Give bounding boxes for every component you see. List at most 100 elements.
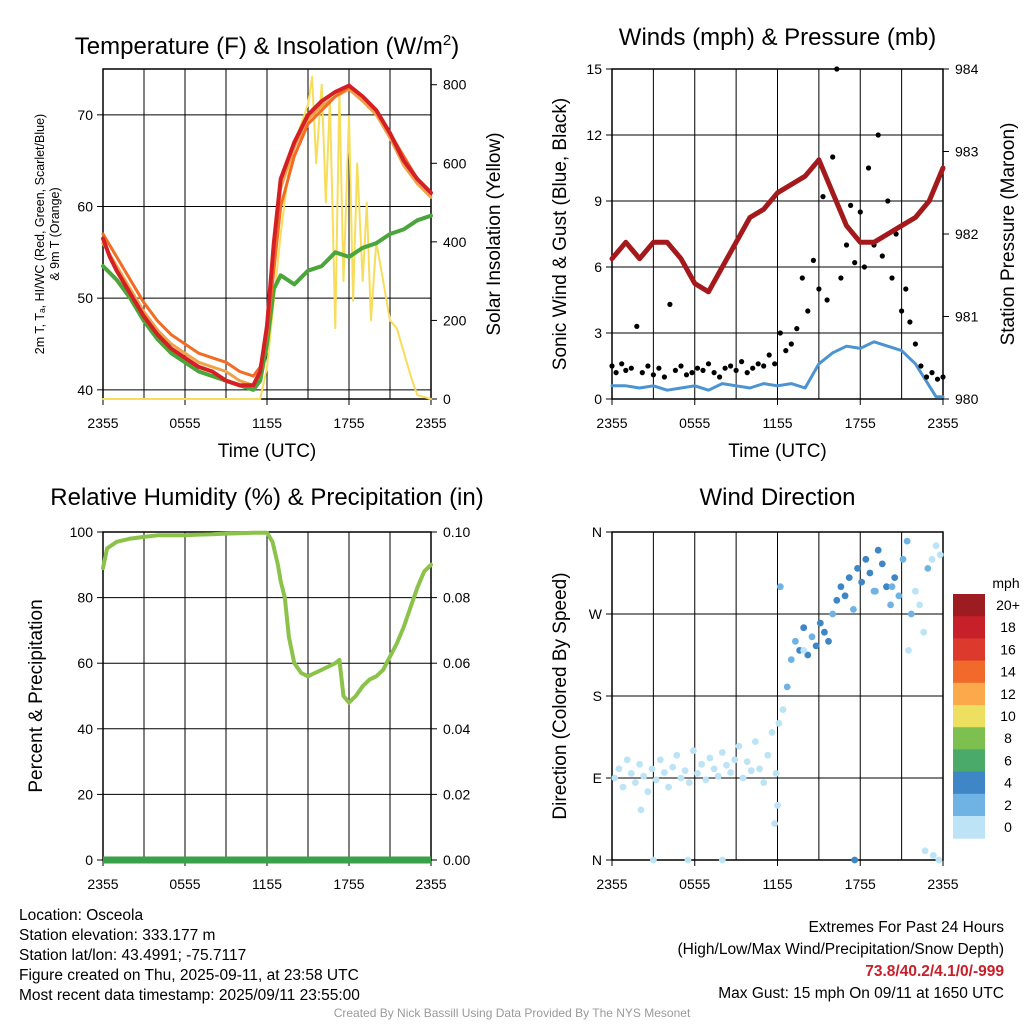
speed-legend: mph 20+ 18 16 14 12 10 8 6 4 2 0 — [953, 575, 1020, 839]
y-tick-label: S — [593, 688, 602, 704]
plot-frame — [611, 531, 944, 861]
gust-point — [678, 363, 684, 369]
wind-direction-point — [816, 619, 824, 627]
y-axis-label: Direction (Colored By Speed) — [550, 572, 571, 819]
x-tick-label: 0555 — [169, 415, 200, 431]
wind-direction-point — [866, 569, 874, 577]
wind-direction-point — [727, 769, 734, 776]
wind-direction-point — [718, 749, 726, 756]
legend-label: 14 — [1000, 664, 1016, 680]
legend-label: 12 — [1000, 686, 1016, 702]
wind-direction-point — [735, 742, 743, 750]
gust-point — [834, 66, 840, 72]
y-tick-label: N — [592, 852, 602, 868]
gust-point — [728, 363, 734, 369]
wind-direction-point — [804, 651, 812, 659]
y-tick-label: 0 — [594, 391, 602, 407]
gust-point — [907, 319, 913, 325]
elevation-text: Station elevation: 333.177 m — [19, 927, 216, 944]
gust-point — [885, 198, 891, 204]
wind-direction-point — [874, 546, 882, 554]
wind-direction-point — [792, 637, 799, 645]
wind-direction-point — [739, 774, 747, 782]
y-tick-label: 40 — [77, 721, 93, 737]
wind-direction-point — [694, 770, 701, 777]
wind-direction-point — [808, 633, 816, 641]
y2-tick-label: 0.06 — [443, 655, 470, 671]
wind-direction-point — [619, 783, 627, 791]
gust-point — [739, 359, 745, 365]
y2-tick-label: 400 — [443, 234, 467, 250]
gust-point — [689, 370, 695, 376]
y2-tick-label: 0.10 — [443, 524, 470, 540]
panel-4: Wind Direction N E S W N 2355 0555 1155 1755 2355 D… — [550, 484, 1020, 892]
wind-direction-point — [907, 610, 915, 618]
gust-point — [824, 297, 830, 303]
gust-point — [761, 363, 767, 369]
wind-direction-point — [684, 856, 692, 864]
gust-point — [700, 367, 706, 373]
legend-label: 2 — [1004, 797, 1012, 813]
panel-title: Winds (mph) & Pressure (mb) — [619, 24, 936, 51]
legend-label: 18 — [1000, 619, 1016, 635]
gust-point — [722, 365, 728, 371]
y-tick-label: W — [589, 606, 603, 622]
gust-point — [717, 374, 723, 380]
legend-label: 16 — [1000, 641, 1016, 657]
legend-swatch — [953, 660, 985, 684]
wind-direction-point — [783, 683, 791, 691]
x-tick-label: 0555 — [169, 876, 200, 892]
wind-direction-point — [714, 772, 722, 780]
wind-direction-point — [800, 647, 808, 654]
gust-point — [816, 286, 822, 292]
wind-direction-point — [627, 770, 635, 777]
x-tick-label: 2355 — [596, 876, 627, 892]
gust-point — [634, 323, 640, 329]
wind-direction-point — [650, 856, 657, 864]
x-tick-label: 1755 — [333, 876, 364, 892]
wind-direction-point — [928, 555, 936, 563]
dewpoint-line — [101, 213, 433, 392]
gust-point — [929, 370, 935, 376]
x-tick-label: 1155 — [762, 415, 792, 431]
wind-direction-point — [648, 765, 656, 773]
wind-direction-point — [921, 847, 929, 855]
wind-direction-point — [903, 537, 911, 545]
wind-direction-point — [656, 756, 664, 764]
wind-direction-point — [685, 779, 693, 786]
wind-direction-point — [768, 729, 776, 736]
wind-direction-point — [872, 587, 879, 595]
y2-tick-label: 0.04 — [443, 721, 470, 737]
x-axis-label: Time (UTC) — [218, 441, 317, 462]
gust-point — [650, 372, 657, 378]
gust-point — [772, 361, 778, 367]
x-tick-label: 0555 — [679, 876, 710, 892]
wind-direction-point — [743, 758, 751, 765]
wind-direction-point — [752, 738, 759, 745]
legend-swatch — [953, 705, 985, 728]
panel-1: Temperature (F) & Insolation (W/m2) 40 50 6… — [33, 32, 505, 462]
wind-direction-point — [706, 754, 714, 762]
gust-point — [918, 363, 924, 369]
legend-swatch — [953, 816, 985, 839]
x-tick-label: 1755 — [845, 415, 876, 431]
gust-point — [899, 308, 905, 314]
x-tick-label: 2355 — [87, 876, 118, 892]
wind-direction-point — [669, 763, 677, 771]
legend-label: 4 — [1004, 775, 1012, 791]
gust-point — [766, 352, 772, 358]
gust-point — [810, 257, 817, 263]
y-tick-label: 9 — [594, 193, 602, 209]
wind-direction-point — [611, 774, 619, 782]
wind-direction-point — [774, 801, 781, 809]
panel-3: Relative Humidity (%) & Precipitation (i… — [26, 484, 484, 892]
y-tick-label: 3 — [594, 325, 602, 341]
extremes-title: Extremes For Past 24 Hours — [808, 919, 1004, 936]
wind-direction-point — [899, 555, 907, 563]
x-tick-label: 1155 — [252, 876, 282, 892]
wind-direction-point — [929, 852, 937, 859]
wind-direction-point — [905, 647, 912, 654]
wind-direction-point — [916, 601, 923, 609]
legend-swatch — [953, 771, 985, 795]
